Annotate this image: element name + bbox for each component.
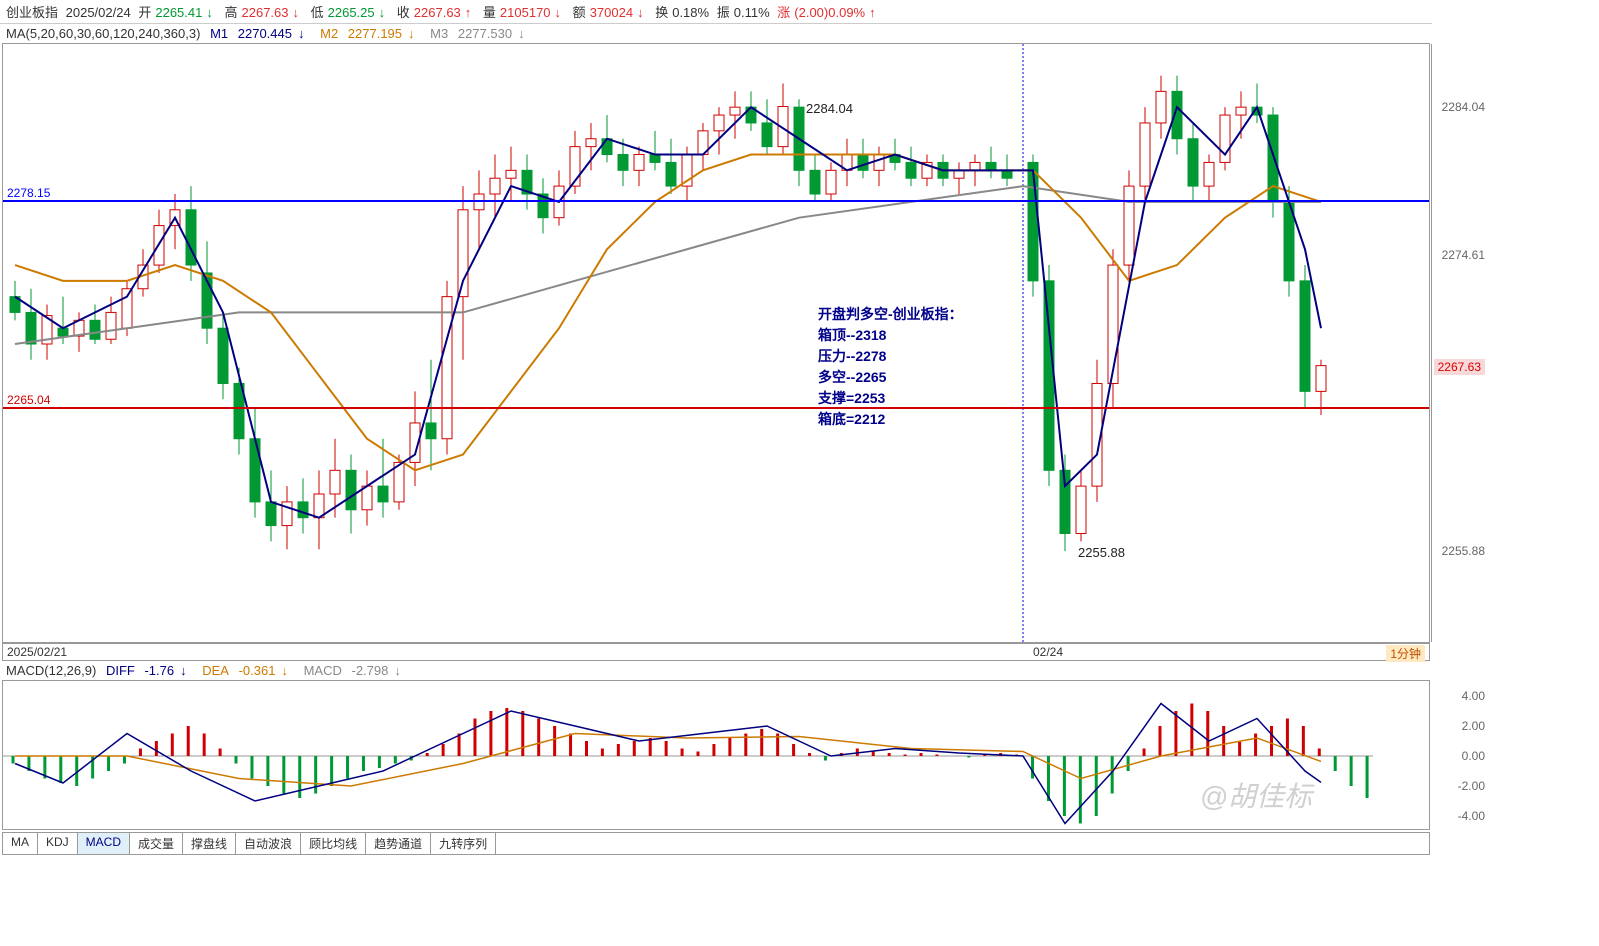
tab-九转序列[interactable]: 九转序列 (431, 833, 496, 854)
timeframe-badge[interactable]: 1分钟 (1386, 645, 1425, 662)
tab-趋势通道[interactable]: 趋势通道 (366, 833, 431, 854)
ma-label: MA(5,20,60,30,60,120,240,360,3) (6, 26, 200, 41)
turnover-label: 换 (655, 5, 668, 20)
ma2-val: M2 2277.195↓ (320, 26, 420, 41)
candle-svg (3, 44, 1373, 644)
price-axis: 2284.04 2274.61 2255.88 2267.63 (1431, 44, 1489, 642)
close-label: 收 (397, 5, 410, 20)
high-label: 高 (224, 5, 237, 20)
date: 2025/02/24 (66, 5, 131, 20)
macd-tick: 2.00 (1462, 719, 1485, 733)
tab-顾比均线[interactable]: 顾比均线 (301, 833, 366, 854)
dea-val: DEA -0.361↓ (202, 663, 294, 678)
date-start: 2025/02/21 (7, 645, 67, 659)
watermark: @胡佳标 (1200, 775, 1312, 815)
vol-val: 2105170↓ (500, 5, 565, 20)
reference-label: 2278.15 (7, 186, 50, 200)
high-point-label: 2284.04 (806, 101, 853, 116)
open-val: 2265.41↓ (155, 5, 217, 20)
indicator-tabs: MAKDJMACD成交量撑盘线自动波浪顾比均线趋势通道九转序列 (2, 832, 1430, 855)
chg-label: 涨 (777, 5, 790, 20)
date-marker: 02/24 (1033, 645, 1063, 659)
chg-val: (2.00)0.09%↑ (794, 5, 879, 20)
amp-label: 振 (717, 5, 730, 20)
tab-KDJ[interactable]: KDJ (38, 833, 78, 854)
price-header: 创业板指 2025/02/24 开 2265.41↓ 高 2267.63↓ 低 226… (0, 0, 1432, 24)
axis-tick: 2274.61 (1442, 248, 1485, 262)
low-point-label: 2255.88 (1078, 545, 1125, 560)
axis-tick: 2284.04 (1442, 100, 1485, 114)
low-val: 2265.25↓ (328, 5, 390, 20)
date-axis: 2025/02/21 02/24 1分钟 (2, 643, 1430, 661)
amp-val: 0.11% (734, 5, 770, 20)
open-label: 开 (138, 5, 151, 20)
macd-label: MACD(12,26,9) (6, 663, 96, 678)
axis-tick: 2255.88 (1442, 544, 1485, 558)
ma-header: MA(5,20,60,30,60,120,240,360,3) M1 2270.… (0, 24, 1432, 43)
candlestick-chart[interactable]: 2278.15 2265.04 开盘判多空-创业板指：箱顶--2318压力--2… (2, 43, 1430, 643)
macd-svg (3, 681, 1373, 831)
tab-MA[interactable]: MA (3, 833, 38, 854)
strategy-annotation: 开盘判多空-创业板指：箱顶--2318压力--2278多空--2265支撑=22… (818, 304, 963, 430)
close-val: 2267.63↑ (414, 5, 476, 20)
current-price-badge: 2267.63 (1434, 359, 1485, 375)
turnover-val: 0.18% (672, 5, 709, 20)
diff-val: DIFF -1.76↓ (106, 663, 193, 678)
tab-MACD[interactable]: MACD (78, 833, 130, 854)
macd-hist-val: MACD -2.798↓ (304, 663, 407, 678)
macd-header: MACD(12,26,9) DIFF -1.76↓ DEA -0.361↓ MA… (0, 661, 1432, 680)
tab-自动波浪[interactable]: 自动波浪 (236, 833, 301, 854)
macd-tick: 0.00 (1462, 749, 1485, 763)
macd-tick: -4.00 (1458, 809, 1485, 823)
reference-line (3, 407, 1429, 409)
vol-label: 量 (483, 5, 496, 20)
macd-axis: 4.00 2.00 0.00 -2.00 -4.00 (1431, 681, 1489, 829)
ma3-val: M3 2277.530↓ (430, 26, 530, 41)
reference-line (3, 200, 1429, 202)
low-label: 低 (311, 5, 324, 20)
macd-tick: 4.00 (1462, 689, 1485, 703)
amt-val: 370024↓ (590, 5, 648, 20)
ma1-val: M1 2270.445↓ (210, 26, 310, 41)
reference-label: 2265.04 (7, 393, 50, 407)
tab-撑盘线[interactable]: 撑盘线 (183, 833, 236, 854)
tab-成交量[interactable]: 成交量 (130, 833, 183, 854)
high-val: 2267.63↓ (242, 5, 304, 20)
amt-label: 额 (573, 5, 586, 20)
stock-name: 创业板指 (6, 5, 58, 20)
macd-tick: -2.00 (1458, 779, 1485, 793)
